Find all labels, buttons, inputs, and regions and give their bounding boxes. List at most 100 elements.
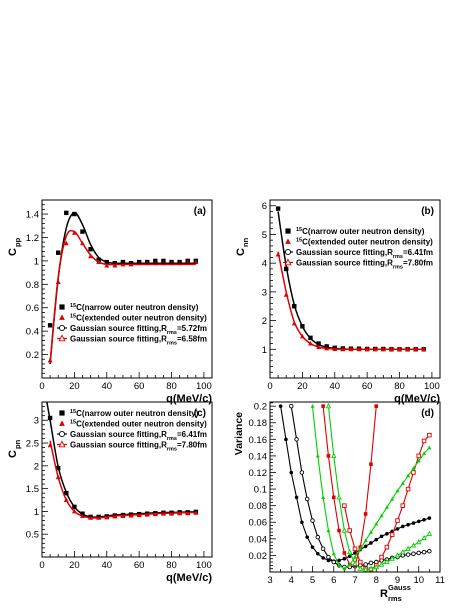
- data-point: [352, 560, 358, 566]
- y-tick-label: 0.14: [249, 451, 268, 462]
- x-tick-label: 11: [435, 575, 445, 586]
- data-point: [363, 544, 368, 549]
- data-point: [357, 565, 364, 571]
- legend-marker: [284, 248, 292, 256]
- data-point: [406, 522, 410, 527]
- legend-marker: [59, 314, 65, 320]
- data-point: [374, 537, 379, 542]
- legend-entry: 15C(extended outer neutron density): [285, 238, 433, 247]
- y-tick-label: 0.4: [26, 327, 39, 338]
- y-tick-label: 0.16: [249, 435, 268, 446]
- data-point: [337, 563, 342, 567]
- data-point: [379, 554, 384, 560]
- y-axis-label: Cpn: [7, 439, 22, 458]
- data-point: [416, 458, 421, 463]
- data-point: [395, 488, 400, 493]
- x-tick-label: 0: [39, 381, 44, 392]
- legend-marker: [58, 440, 66, 448]
- data-point: [363, 562, 368, 567]
- legend-label: Gaussian source fitting,Rrms=7.80fm: [296, 259, 433, 271]
- data-point: [421, 549, 427, 555]
- data-point: [275, 206, 281, 211]
- data-point: [389, 532, 395, 537]
- series-line: [280, 406, 430, 562]
- x-axis-label: q(MeV/c): [166, 393, 212, 405]
- data-point: [347, 562, 352, 567]
- data-point: [294, 437, 299, 442]
- data-point: [363, 538, 368, 543]
- data-point: [395, 518, 400, 523]
- legend-label: 15C(extended outer neutron density): [70, 314, 207, 323]
- y-axis-label: Variance: [233, 412, 245, 455]
- legend-entry: 15C(narrow outer neutron density): [59, 303, 199, 312]
- data-point: [321, 404, 325, 408]
- y-tick-label: 1: [262, 345, 267, 356]
- data-point: [320, 546, 326, 552]
- y-tick-label: 0.1: [254, 485, 267, 496]
- legend-marker: [59, 420, 65, 426]
- data-point: [405, 552, 411, 557]
- x-tick-label: 40: [101, 381, 112, 392]
- data-point: [305, 535, 309, 539]
- data-point: [55, 250, 61, 255]
- legend-entry: Gaussian source fitting,Rrms=6.58fm: [57, 334, 207, 347]
- data-point: [358, 546, 363, 551]
- y-tick-label: 0.8: [26, 280, 39, 291]
- data-point: [378, 561, 385, 567]
- data-point: [368, 530, 373, 534]
- panel-a: 0 20 40 60 80 100 0.2 0.4 0.6 0.8 1 1.2 1.4 (a) q(MeV/…: [7, 199, 213, 405]
- y-tick-label: 1: [34, 507, 39, 518]
- x-tick-label: 10: [413, 575, 424, 586]
- y-axis-label-main: C: [235, 248, 247, 256]
- data-point: [394, 552, 401, 558]
- panel-b: 0 20 40 60 80 100 1 2 3 4 5 6 (b) q(MeV/c) Cnn 15C(narr…: [235, 199, 441, 405]
- y-tick-label: 1.5: [26, 484, 39, 495]
- y-axis-label: Cpp: [7, 237, 22, 256]
- legend-entry: Gaussian source fitting,Rrms=6.41fm: [283, 248, 433, 260]
- data-point: [411, 551, 416, 557]
- y-tick-label: 0.08: [249, 501, 268, 512]
- legend-label: Gaussian source fitting,Rrms=6.58fm: [70, 335, 207, 347]
- data-point: [368, 565, 374, 571]
- legend-label: Gaussian source fitting,Rrms=6.41fm: [296, 248, 433, 260]
- data-point: [379, 534, 384, 539]
- legend-label: 15C(extended outer neutron density): [70, 420, 207, 429]
- data-point: [294, 495, 299, 500]
- y-tick-label: 6: [262, 201, 267, 212]
- y-tick-label: 5: [262, 230, 267, 241]
- legend-entry: Gaussian source fitting,Rrms=5.72fm: [57, 324, 207, 336]
- data-point: [422, 517, 426, 522]
- data-point: [304, 496, 310, 502]
- data-point: [405, 486, 411, 492]
- data-point: [358, 559, 363, 565]
- panel-label: (c): [194, 408, 206, 419]
- data-point: [300, 520, 304, 525]
- data-point: [400, 548, 406, 555]
- x-tick-label: 100: [424, 381, 440, 392]
- data-point: [416, 550, 422, 556]
- data-point: [427, 549, 432, 554]
- data-point: [342, 556, 347, 561]
- data-point: [341, 527, 348, 533]
- x-tick-label: 9: [395, 575, 400, 586]
- data-point: [427, 445, 432, 450]
- data-point: [72, 211, 77, 217]
- data-point: [427, 516, 432, 520]
- y-axis-label-sub: pp: [13, 237, 22, 247]
- data-point: [342, 503, 347, 508]
- data-point: [331, 452, 337, 458]
- data-point: [369, 541, 373, 545]
- x-tick-label: 60: [134, 381, 145, 392]
- series-line: [277, 251, 424, 351]
- panel-label: (b): [421, 206, 434, 217]
- data-point: [299, 470, 305, 475]
- x-tick-label: 20: [69, 560, 80, 571]
- legend-marker: [59, 410, 65, 416]
- data-point: [47, 323, 53, 328]
- y-tick-label: 2: [262, 316, 267, 327]
- data-point: [384, 505, 389, 509]
- data-point: [310, 545, 315, 549]
- x-tick-label: 40: [101, 560, 112, 571]
- y-tick-label: 0.12: [249, 468, 268, 479]
